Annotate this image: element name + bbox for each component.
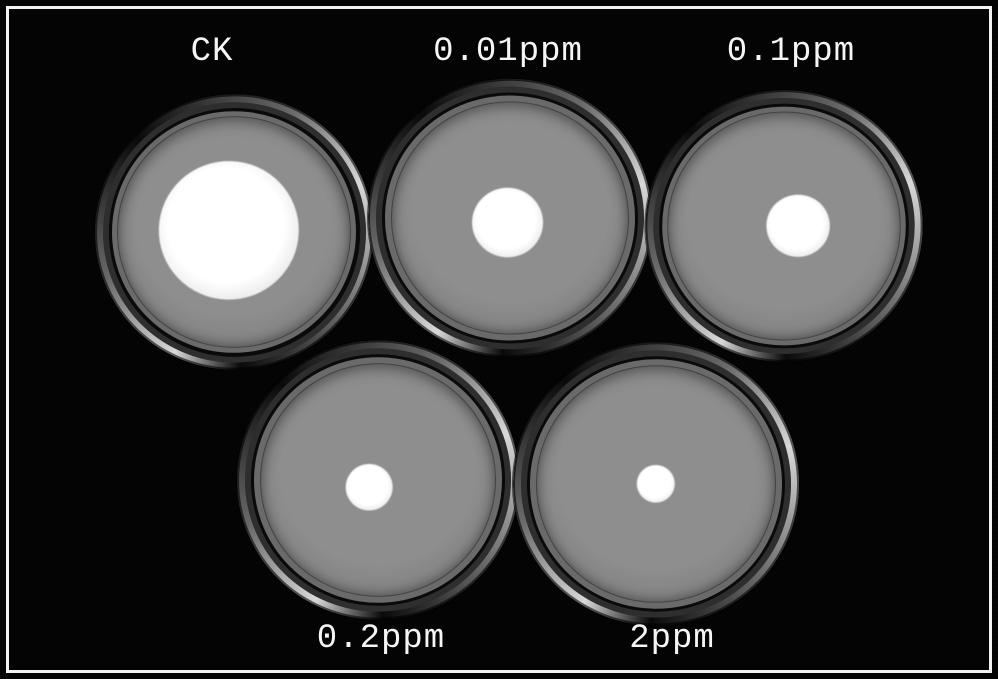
dish-label-p01: 0.1ppm (727, 33, 855, 71)
dish-label-p001: 0.01ppm (433, 33, 583, 71)
figure-canvas: CK 0.01ppm 0.1ppm 0.2ppm 2ppm (0, 0, 998, 679)
dish-label-CK: CK (191, 33, 234, 71)
dish-label-p02: 0.2ppm (317, 620, 445, 658)
dish-label-p2: 2ppm (629, 620, 715, 658)
